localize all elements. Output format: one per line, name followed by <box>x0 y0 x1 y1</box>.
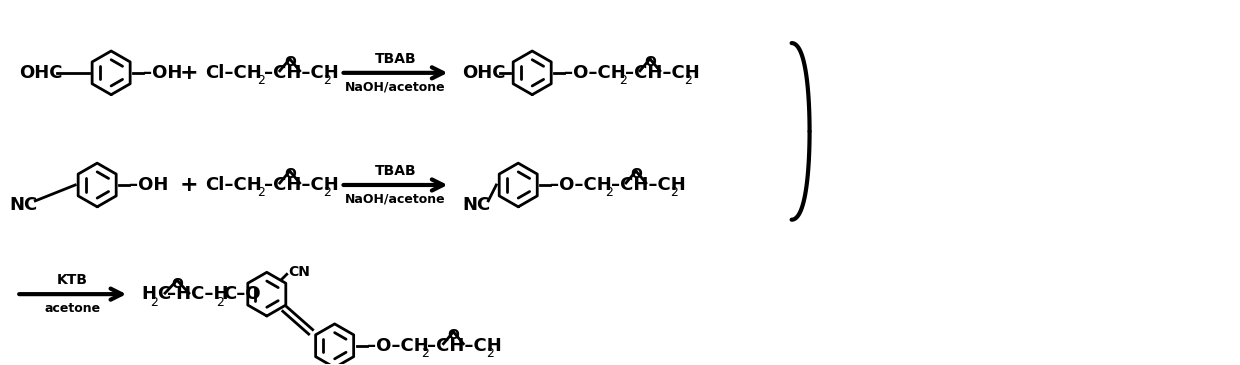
Text: 2: 2 <box>257 74 264 87</box>
Text: C: C <box>157 285 170 303</box>
Text: H: H <box>141 285 156 303</box>
Text: O: O <box>284 55 295 69</box>
Text: OHC: OHC <box>20 64 63 82</box>
Text: 2: 2 <box>619 74 627 87</box>
Text: Cl–CH: Cl–CH <box>205 176 262 194</box>
Text: 2: 2 <box>605 187 613 199</box>
Text: –CH–CH: –CH–CH <box>264 64 339 82</box>
Text: O: O <box>630 167 642 181</box>
Text: –O–CH: –O–CH <box>367 337 428 355</box>
Text: O: O <box>171 277 184 291</box>
Text: 2: 2 <box>150 296 157 308</box>
Text: 2: 2 <box>670 187 678 199</box>
Text: –CH–CH: –CH–CH <box>611 176 686 194</box>
Text: TBAB: TBAB <box>374 164 417 178</box>
Text: –HC–H: –HC–H <box>167 285 228 303</box>
Text: NaOH/acetone: NaOH/acetone <box>345 80 446 93</box>
Text: NC: NC <box>463 196 491 214</box>
Text: O: O <box>644 55 656 69</box>
Text: –OH: –OH <box>143 64 182 82</box>
Text: –CH–CH: –CH–CH <box>264 176 339 194</box>
Text: NC: NC <box>10 196 37 214</box>
Text: OHC: OHC <box>463 64 506 82</box>
Text: –O–CH: –O–CH <box>564 64 626 82</box>
Text: 2: 2 <box>322 74 331 87</box>
Text: CN: CN <box>289 265 310 279</box>
Text: O: O <box>284 167 295 181</box>
Text: 2: 2 <box>486 347 495 360</box>
Text: Cl–CH: Cl–CH <box>205 64 262 82</box>
Text: +: + <box>180 63 198 83</box>
Text: acetone: acetone <box>45 301 100 315</box>
Text: TBAB: TBAB <box>374 52 417 66</box>
Text: KTB: KTB <box>57 273 88 287</box>
Text: –O–CH: –O–CH <box>551 176 611 194</box>
Text: –OH: –OH <box>129 176 169 194</box>
Text: O: O <box>448 328 459 342</box>
Text: +: + <box>180 175 198 195</box>
Text: –CH–CH: –CH–CH <box>428 337 502 355</box>
Text: C–O: C–O <box>223 285 260 303</box>
Text: 2: 2 <box>422 347 429 360</box>
Text: NaOH/acetone: NaOH/acetone <box>345 192 446 205</box>
Text: –CH–CH: –CH–CH <box>625 64 699 82</box>
Text: 2: 2 <box>322 187 331 199</box>
Text: 2: 2 <box>216 296 223 308</box>
Text: 2: 2 <box>257 187 264 199</box>
Text: 2: 2 <box>683 74 692 87</box>
